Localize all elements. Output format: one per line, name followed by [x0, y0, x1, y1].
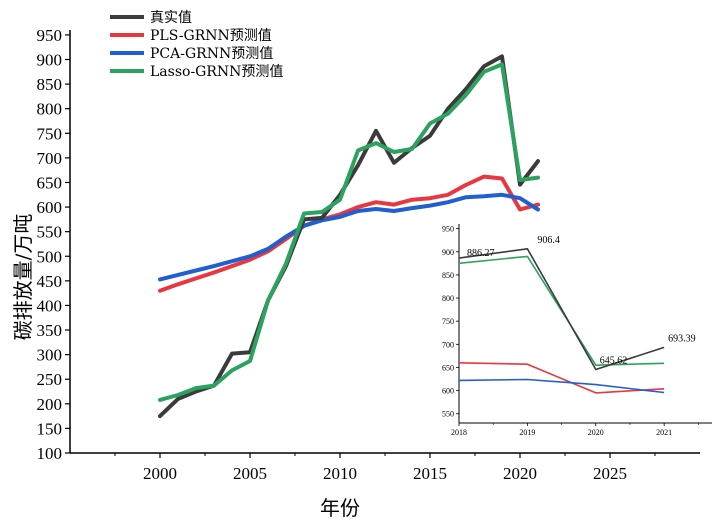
- inset-series-line-2: [458, 378, 665, 394]
- series-line-1: [158, 174, 540, 293]
- main-axes: 100 150 200 250 300 350 400 450 500 550 600 650 700 7…: [37, 26, 700, 483]
- inset-annotation-2: 645.62: [600, 355, 628, 366]
- y-tick-label: 950: [37, 26, 63, 45]
- inset-y-tick-label: 550: [442, 410, 454, 419]
- y-tick-label: 450: [37, 272, 63, 291]
- y-tick-label: 350: [37, 321, 63, 340]
- y-tick-label: 150: [37, 419, 63, 438]
- inset-x-tick-label: 2020: [588, 428, 604, 437]
- y-tick-label: 850: [37, 75, 63, 94]
- inset-y-tick-label: 600: [442, 387, 454, 396]
- x-tick-label: 2000: [143, 464, 177, 483]
- y-tick-label: 750: [37, 124, 63, 143]
- x-axis-label: 年份: [320, 496, 360, 520]
- y-tick-label: 800: [37, 100, 63, 119]
- y-tick-label: 700: [37, 149, 63, 168]
- series-line-3: [158, 62, 540, 402]
- inset-chart: 550 600 650 700 750 800 850 900 950 2018 2019 2020 2…: [442, 224, 712, 437]
- inset-x-tick-label: 2021: [656, 428, 672, 437]
- x-tick-label: 2010: [323, 464, 357, 483]
- inset-y-tick-label: 750: [442, 317, 454, 326]
- series-line-2: [158, 192, 540, 282]
- inset-x-tick-label: 2019: [519, 428, 535, 437]
- inset-annotation-0: 886.27: [467, 248, 495, 259]
- inset-y-tick-label: 800: [442, 294, 454, 303]
- legend-label-2: PCA-GRNN预测值: [150, 46, 273, 62]
- inset-series-line-3: [458, 255, 665, 367]
- legend-label-1: PLS-GRNN预测值: [150, 28, 272, 44]
- x-tick-label: 2020: [503, 464, 537, 483]
- y-tick-label: 900: [37, 51, 63, 70]
- y-tick-label: 300: [37, 346, 63, 365]
- x-tick-label: 2015: [413, 464, 447, 483]
- main-series: [158, 54, 540, 419]
- inset-series-line-1: [458, 362, 665, 394]
- legend-label-0: 真实值: [150, 10, 192, 26]
- x-tick-label: 2025: [593, 464, 627, 483]
- inset-series-line-0: [458, 248, 665, 371]
- inset-background: [459, 224, 712, 423]
- y-tick-label: 650: [37, 173, 63, 192]
- y-tick-label: 250: [37, 370, 63, 389]
- x-tick-label: 2005: [233, 464, 267, 483]
- inset-annotation-1: 906.4: [537, 235, 560, 246]
- inset-y-tick-label: 650: [442, 363, 454, 372]
- inset-x-tick-label: 2018: [451, 428, 467, 437]
- inset-y-tick-label: 700: [442, 340, 454, 349]
- legend: 真实值 PLS-GRNN预测值 PCA-GRNN预测值 Lasso-GRNN预测值: [110, 10, 283, 80]
- y-axis-label: 碳排放量/万吨: [11, 214, 35, 341]
- y-tick-label: 100: [37, 444, 63, 463]
- y-tick-label: 500: [37, 247, 63, 266]
- y-tick-label: 600: [37, 198, 63, 217]
- inset-y-tick-label: 950: [442, 225, 454, 234]
- inset-y-tick-label: 850: [442, 271, 454, 280]
- y-tick-label: 550: [37, 223, 63, 242]
- inset-annotation-3: 693.39: [668, 333, 696, 344]
- inset-y-tick-label: 900: [442, 248, 454, 257]
- legend-label-3: Lasso-GRNN预测值: [150, 64, 283, 80]
- y-tick-label: 400: [37, 296, 63, 315]
- y-tick-label: 200: [37, 395, 63, 414]
